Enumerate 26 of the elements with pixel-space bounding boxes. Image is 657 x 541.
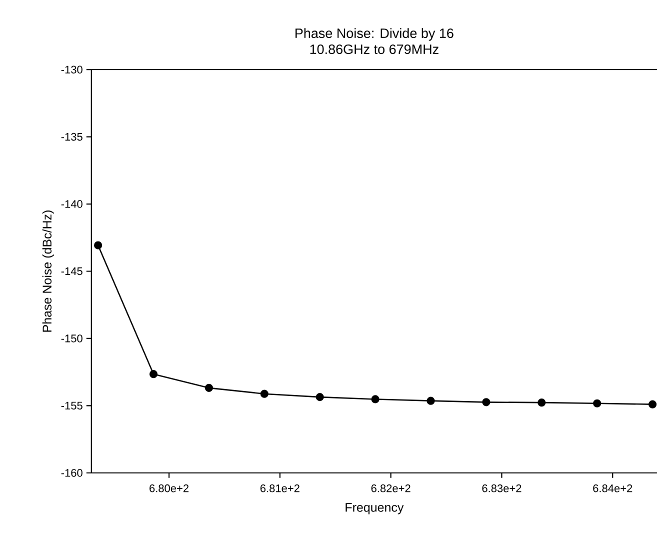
x-tick-label: 6.81e+2 bbox=[260, 484, 300, 492]
point bbox=[149, 370, 158, 378]
y-tick-label: -135 bbox=[61, 132, 82, 141]
x-tick-label: 6.84e+2 bbox=[593, 484, 632, 492]
y-tick-label: -130 bbox=[61, 66, 82, 74]
point bbox=[482, 398, 490, 406]
point bbox=[94, 241, 102, 250]
x-tick-label: 6.80e+2 bbox=[150, 484, 189, 492]
chart-subtitle: 10.86GHz to 679MHz bbox=[310, 44, 438, 54]
point bbox=[426, 396, 435, 405]
point bbox=[316, 393, 324, 402]
y-tick-label: -140 bbox=[61, 200, 82, 208]
chart-title: Phase Noise: Divide by 16 bbox=[296, 28, 454, 41]
y-tick-label: -145 bbox=[61, 267, 82, 276]
x-tick-label: 6.82e+2 bbox=[371, 484, 410, 492]
point bbox=[538, 398, 546, 407]
point bbox=[371, 395, 380, 404]
x-axis-title: Frequency bbox=[346, 503, 404, 514]
y-axis-title: Phase Noise (dBc/Hz) bbox=[42, 210, 54, 332]
point bbox=[204, 384, 214, 392]
point bbox=[593, 399, 602, 408]
y-tick-label: -155 bbox=[61, 402, 82, 410]
y-tick-label: -150 bbox=[61, 334, 82, 342]
x-tick-label: 6.83e+2 bbox=[482, 484, 522, 492]
point bbox=[260, 390, 268, 398]
y-tick-label: -160 bbox=[61, 469, 82, 477]
